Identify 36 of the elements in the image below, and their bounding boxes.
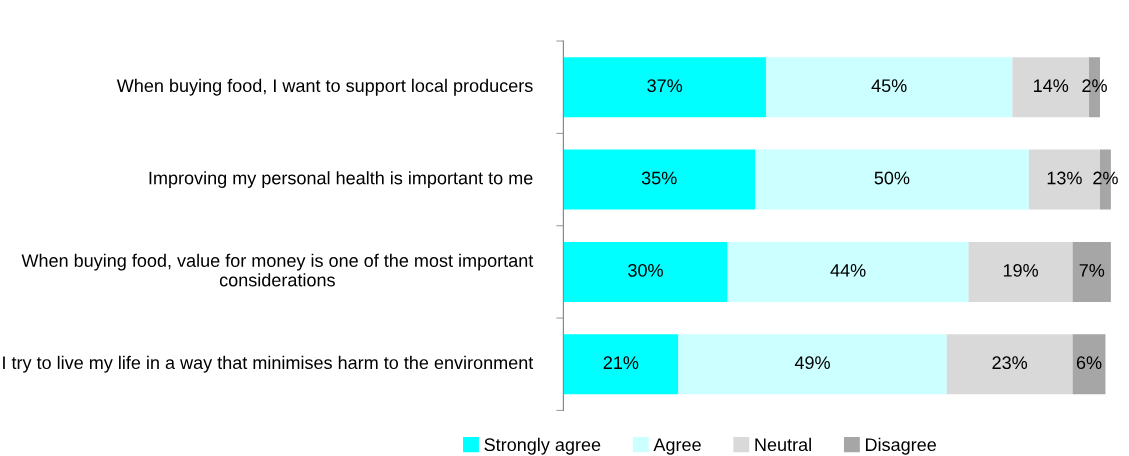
data-label: 6%	[1076, 356, 1102, 370]
data-label: 44%	[830, 264, 866, 277]
y-tick-label: I try to live my life in a way that minimises harm to the environment	[3, 355, 534, 373]
data-label: 2%	[1093, 171, 1118, 185]
bar	[765, 57, 1013, 118]
data-label: 14%	[1034, 79, 1069, 92]
bar	[563, 149, 756, 210]
bar	[968, 241, 1073, 302]
y-tick-label: When buying food, I want to support local producers	[116, 78, 533, 96]
data-label: 50%	[874, 171, 910, 185]
legend-label: Strongly agree	[484, 437, 601, 455]
bar	[563, 334, 679, 395]
y-tick-label: Improving my personal health is important to me	[149, 171, 533, 188]
bar	[678, 334, 947, 395]
bar	[946, 334, 1073, 395]
bar	[755, 149, 1029, 210]
data-label: 45%	[871, 79, 907, 93]
y-tick-label: When buying food, value for money is one of the most important considerations	[21, 253, 534, 287]
legend-label: Disagree	[865, 437, 936, 455]
data-label: 2%	[1082, 79, 1107, 92]
bar	[1072, 241, 1111, 302]
data-label: 49%	[794, 356, 830, 370]
bar	[1072, 334, 1106, 395]
data-label: 13%	[1047, 171, 1082, 185]
legend-label: Neutral	[755, 437, 811, 452]
data-label: 7%	[1079, 264, 1105, 277]
data-label: 37%	[647, 79, 683, 93]
bar	[563, 57, 766, 118]
data-label: 23%	[992, 356, 1028, 370]
legend-label: Agree	[653, 438, 701, 455]
bar	[727, 241, 969, 302]
data-label: 19%	[1003, 263, 1039, 277]
data-label: 21%	[603, 356, 639, 370]
bar	[563, 241, 728, 302]
data-label: 35%	[641, 171, 677, 185]
data-label: 30%	[628, 263, 663, 277]
